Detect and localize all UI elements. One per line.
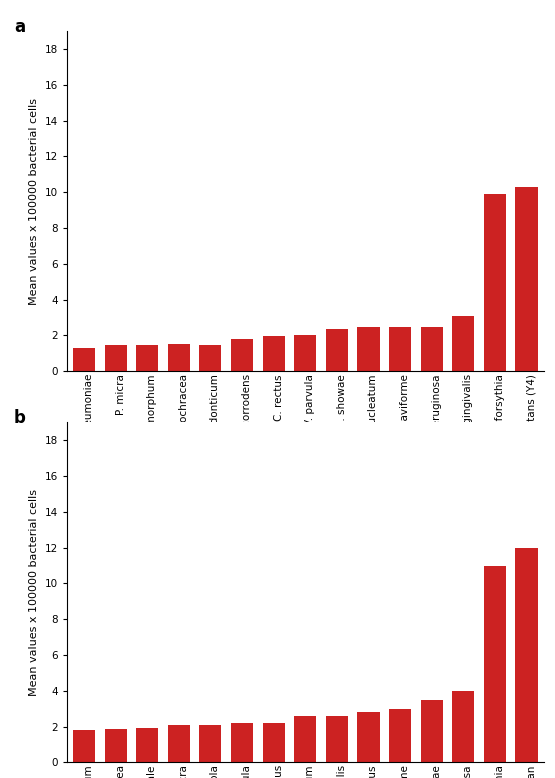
Bar <box>104 345 127 371</box>
Bar <box>516 548 538 762</box>
Bar <box>263 723 285 762</box>
Bar <box>73 731 95 762</box>
Bar <box>326 716 348 762</box>
Bar <box>294 716 316 762</box>
Bar <box>452 316 475 371</box>
Bar <box>294 335 316 371</box>
Bar <box>168 725 190 762</box>
Bar <box>199 725 221 762</box>
Bar <box>484 194 506 371</box>
Bar <box>484 566 506 762</box>
Bar <box>421 699 443 762</box>
Bar <box>452 691 475 762</box>
Bar <box>516 187 538 371</box>
Bar <box>389 328 411 371</box>
Bar <box>73 348 95 371</box>
Bar <box>357 328 380 371</box>
Bar <box>263 336 285 371</box>
Y-axis label: Mean values x 100000 bacterial cells: Mean values x 100000 bacterial cells <box>29 98 39 305</box>
Text: a: a <box>14 18 25 36</box>
Y-axis label: Mean values x 100000 bacterial cells: Mean values x 100000 bacterial cells <box>29 489 39 696</box>
Bar <box>136 728 158 762</box>
Bar <box>231 723 253 762</box>
Bar <box>199 345 221 371</box>
Bar <box>421 327 443 371</box>
Bar <box>136 345 158 371</box>
Bar <box>357 713 380 762</box>
Bar <box>168 345 190 371</box>
Bar <box>231 339 253 371</box>
Bar <box>104 729 127 762</box>
Bar <box>326 329 348 371</box>
Bar <box>389 709 411 762</box>
Text: b: b <box>14 408 26 426</box>
